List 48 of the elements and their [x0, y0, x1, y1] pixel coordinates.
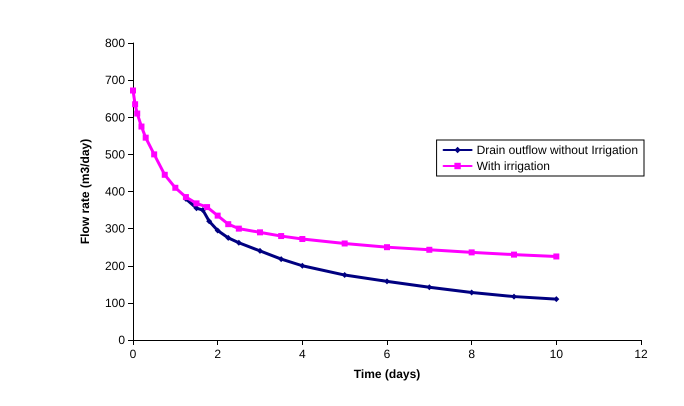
x-axis-title: Time (days) [354, 367, 420, 381]
legend-label: With irrigation [476, 159, 550, 173]
y-tick-label: 200 [104, 258, 126, 273]
point [236, 226, 242, 232]
point [511, 252, 517, 258]
y-axis-title: Flow rate (m3/day) [78, 138, 92, 244]
y-tick-label: 500 [104, 147, 126, 162]
point [214, 212, 221, 219]
point [342, 240, 348, 246]
y-tick-label: 600 [104, 110, 126, 124]
point [214, 227, 221, 234]
point [225, 234, 232, 241]
point [236, 240, 242, 246]
point [138, 124, 144, 130]
point [172, 184, 178, 191]
point [130, 88, 136, 94]
x-tick-label: 2 [214, 347, 222, 361]
point [134, 110, 140, 117]
y-tick-label: 100 [104, 296, 126, 310]
point [200, 207, 206, 214]
point [142, 134, 149, 141]
point [299, 236, 306, 242]
y-tick-label: 700 [104, 73, 126, 88]
x-tick-label: 8 [468, 347, 476, 361]
x-tick-label: 6 [384, 347, 391, 361]
point [206, 218, 212, 224]
legend-label: Drain outflow without Irrigation [476, 143, 638, 157]
y-tick-label: 300 [104, 222, 126, 236]
point [553, 253, 560, 260]
x-tick-label: 4 [298, 347, 306, 361]
point [426, 246, 432, 253]
point [257, 248, 263, 254]
point [225, 221, 232, 228]
point [162, 172, 168, 178]
x-tick-label: 10 [550, 347, 564, 361]
y-tick-label: 0 [118, 333, 126, 347]
x-tick-label: 0 [130, 347, 137, 361]
point [204, 204, 210, 210]
point [257, 229, 263, 236]
point [278, 233, 284, 240]
y-tick-label: 400 [104, 184, 126, 198]
point [384, 244, 390, 250]
y-tick-label: 800 [104, 36, 126, 50]
x-tick-label: 12 [634, 347, 648, 361]
point [194, 200, 200, 206]
point [468, 249, 475, 256]
point [151, 151, 158, 158]
point [132, 101, 138, 108]
